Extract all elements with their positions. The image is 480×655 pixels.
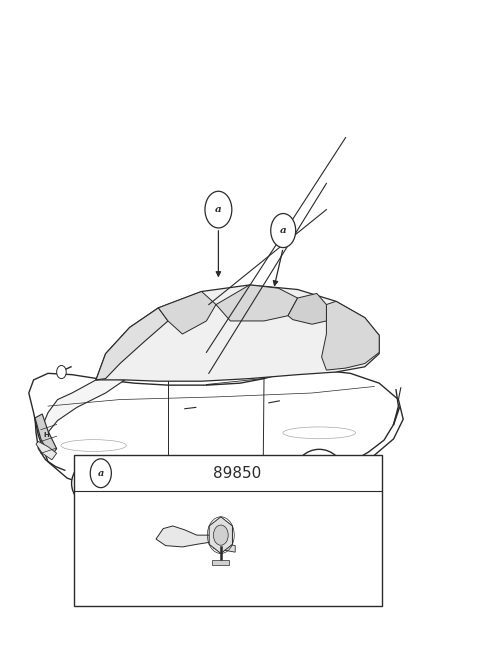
FancyBboxPatch shape [74,455,382,606]
Polygon shape [156,526,214,547]
Circle shape [205,191,232,228]
Text: a: a [280,226,287,235]
Polygon shape [209,517,232,553]
Polygon shape [36,441,57,460]
Ellipse shape [72,461,116,506]
Polygon shape [38,379,125,436]
Polygon shape [214,542,235,552]
Polygon shape [96,308,168,380]
Polygon shape [35,414,57,457]
Polygon shape [96,285,379,381]
Polygon shape [216,285,298,321]
Polygon shape [322,301,379,370]
Circle shape [214,525,228,545]
Text: H: H [43,432,49,438]
Polygon shape [288,293,326,324]
Ellipse shape [295,449,343,496]
Circle shape [271,214,296,248]
Polygon shape [29,370,403,493]
Ellipse shape [311,465,327,481]
Text: a: a [97,469,104,477]
Text: a: a [215,205,222,214]
Polygon shape [158,291,216,334]
Circle shape [90,458,111,487]
Ellipse shape [86,476,101,491]
Text: 89850: 89850 [214,466,262,481]
Circle shape [57,365,66,379]
Polygon shape [212,560,229,565]
